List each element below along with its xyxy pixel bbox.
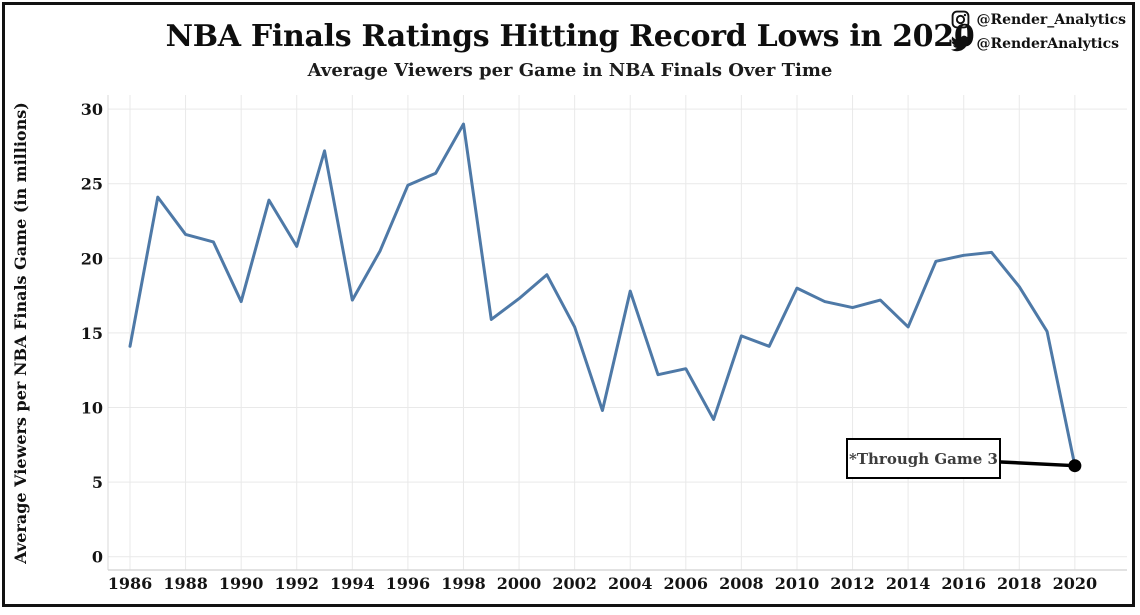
- y-axis-title: Average Viewers per NBA Finals Game (in …: [11, 102, 30, 564]
- social-handles: @Render_Analytics @RenderAnalytics: [951, 9, 1126, 54]
- instagram-icon: [952, 10, 970, 29]
- x-tick-label: 2018: [997, 574, 1042, 593]
- x-tick-label: 2000: [497, 574, 542, 593]
- twitter-row: @RenderAnalytics: [951, 33, 1126, 54]
- y-tick-label: 20: [81, 249, 103, 268]
- y-tick-label: 30: [81, 100, 103, 119]
- x-tick-label: 2008: [719, 574, 764, 593]
- x-tick-label: 2006: [664, 574, 709, 593]
- x-tick-label: 1988: [163, 574, 208, 593]
- x-tick-label: 1990: [219, 574, 264, 593]
- x-tick-label: 2012: [830, 574, 875, 593]
- chart-subtitle: Average Viewers per Game in NBA Finals O…: [307, 60, 833, 81]
- instagram-handle: @Render_Analytics: [976, 11, 1126, 28]
- twitter-icon: [951, 35, 971, 52]
- y-tick-label: 0: [92, 548, 103, 567]
- x-tick-label: 2016: [941, 574, 986, 593]
- annotation-label: *Through Game 3: [849, 449, 998, 468]
- y-tick-label: 15: [81, 324, 103, 343]
- instagram-row: @Render_Analytics: [951, 9, 1126, 30]
- annotation-connector: [999, 460, 1077, 468]
- x-tick-label: 2010: [775, 574, 820, 593]
- chart-title: NBA Finals Ratings Hitting Record Lows i…: [165, 19, 975, 54]
- x-tick-label: 2004: [608, 574, 653, 593]
- x-tick-label: 1994: [330, 574, 375, 593]
- twitter-handle: @RenderAnalytics: [976, 35, 1119, 52]
- y-tick-label: 10: [81, 399, 103, 418]
- endpoint-marker: [1068, 459, 1082, 473]
- x-tick-label: 1996: [386, 574, 431, 593]
- x-tick-label: 1992: [274, 574, 319, 593]
- viewership-line: [128, 122, 1077, 468]
- x-tick-label: 1986: [108, 574, 153, 593]
- x-tick-label: 2020: [1053, 574, 1098, 593]
- x-tick-label: 2002: [552, 574, 597, 593]
- y-tick-label: 25: [81, 175, 103, 194]
- x-tick-label: 2014: [886, 574, 931, 593]
- x-tick-label: 1998: [441, 574, 486, 593]
- y-tick-label: 5: [92, 473, 103, 492]
- annotation-box: *Through Game 3: [846, 438, 1001, 479]
